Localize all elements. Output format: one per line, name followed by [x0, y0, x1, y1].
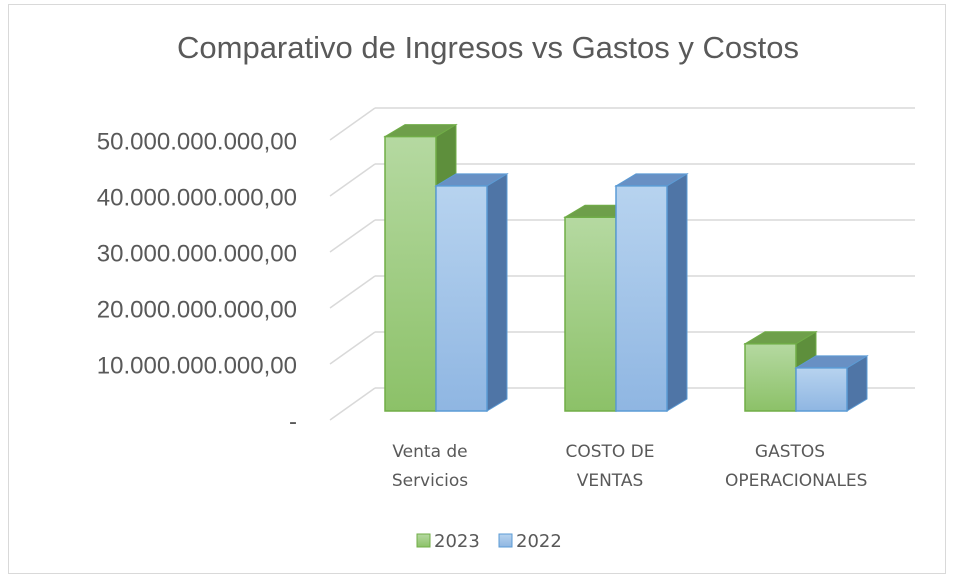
bar — [435, 185, 488, 412]
bar — [795, 367, 848, 412]
grid-line-side — [329, 219, 376, 253]
x-tick-label: COSTO DE VENTAS — [565, 442, 655, 491]
x-tick-label: GASTOS OPERACIONALES — [725, 442, 868, 491]
legend-label: 2022 — [516, 531, 562, 552]
bar-side — [666, 172, 688, 412]
y-tick-label: 40.000.000.000,00 — [97, 184, 297, 211]
bar-side — [486, 172, 508, 412]
x-tick-label: Venta de Servicios — [391, 442, 469, 491]
bar — [744, 343, 797, 412]
legend-swatch — [498, 533, 513, 548]
grid-line-side — [329, 331, 376, 365]
grid-line-side — [329, 107, 376, 141]
bar — [564, 216, 617, 412]
y-tick-label: 10.000.000.000,00 — [97, 352, 297, 379]
grid-line-side — [329, 163, 376, 197]
grid-line-side — [329, 275, 376, 309]
bar — [384, 135, 437, 412]
y-tick-label: 50.000.000.000,00 — [97, 128, 297, 155]
bar — [615, 185, 668, 412]
y-tick-label: 30.000.000.000,00 — [97, 240, 297, 267]
y-tick-label: - — [289, 408, 297, 435]
legend-swatch — [416, 533, 431, 548]
y-tick-label: 20.000.000.000,00 — [97, 296, 297, 323]
grid-line-side — [329, 387, 376, 421]
chart-title: Comparativo de Ingresos vs Gastos y Cost… — [177, 30, 799, 65]
legend-label: 2023 — [434, 531, 480, 552]
